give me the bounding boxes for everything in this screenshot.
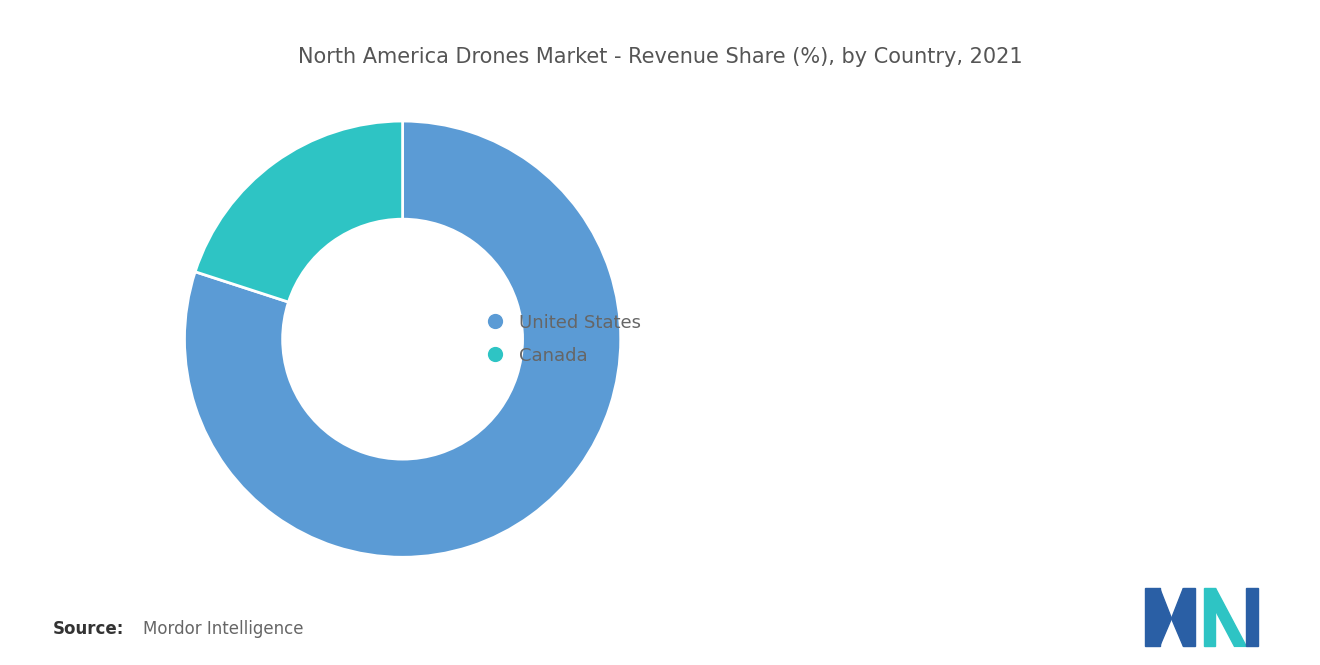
Polygon shape <box>1146 588 1159 646</box>
Polygon shape <box>1216 588 1246 646</box>
Wedge shape <box>185 121 620 557</box>
Circle shape <box>282 219 523 459</box>
Polygon shape <box>1246 588 1258 646</box>
Text: North America Drones Market - Revenue Share (%), by Country, 2021: North America Drones Market - Revenue Sh… <box>298 47 1022 66</box>
Text: Mordor Intelligence: Mordor Intelligence <box>143 620 304 638</box>
Polygon shape <box>1159 588 1172 646</box>
Legend: United States, Canada: United States, Canada <box>477 305 649 374</box>
Polygon shape <box>1172 588 1183 646</box>
Polygon shape <box>1204 588 1216 646</box>
Polygon shape <box>1183 588 1196 646</box>
Text: Source:: Source: <box>53 620 124 638</box>
Wedge shape <box>195 121 403 302</box>
